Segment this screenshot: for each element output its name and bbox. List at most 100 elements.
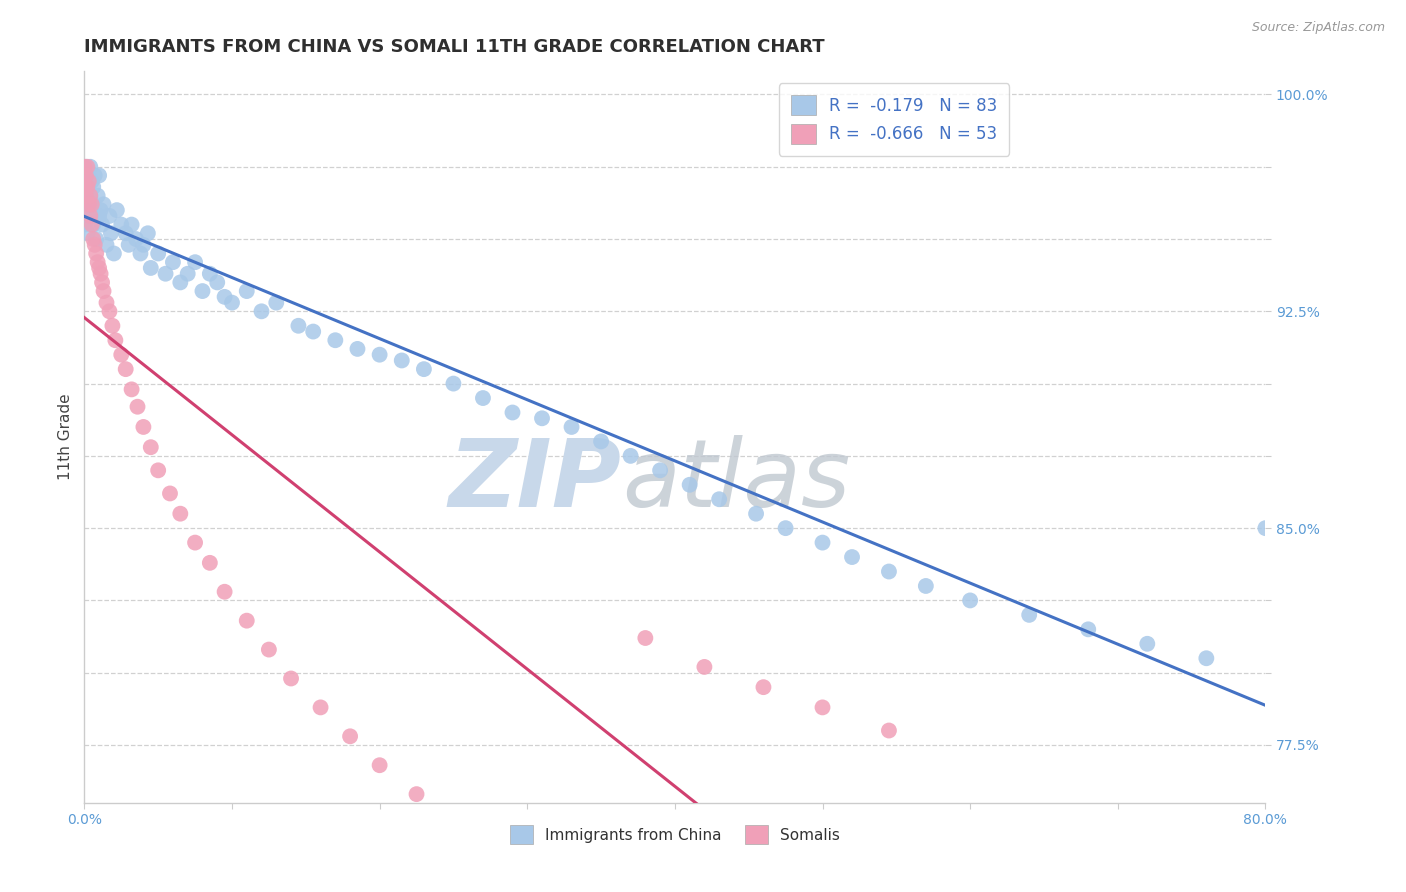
Point [841, 550, 863, 565]
Point [98, 209, 121, 223]
Point [531, 868, 554, 882]
Point [184, 255, 207, 269]
Point [877, 723, 900, 738]
Point [82, 180, 104, 194]
Point [198, 267, 221, 281]
Point [561, 420, 583, 434]
Point [132, 420, 155, 434]
Point [90, 267, 112, 281]
Point [893, 854, 915, 868]
Point [634, 631, 657, 645]
Point [79, 188, 101, 202]
Point [90, 203, 112, 218]
Point [139, 260, 162, 275]
Point [169, 507, 191, 521]
Point [221, 295, 243, 310]
Point [75, 188, 97, 202]
Text: atlas: atlas [621, 435, 851, 526]
Point [83, 237, 105, 252]
Point [110, 348, 132, 362]
Point [650, 463, 672, 477]
Point [87, 169, 111, 183]
Point [413, 362, 436, 376]
Point [1254, 521, 1277, 535]
Point [127, 400, 149, 414]
Point [148, 463, 170, 477]
Point [80, 197, 103, 211]
Point [501, 405, 523, 419]
Point [91, 276, 114, 290]
Point [302, 325, 325, 339]
Point [236, 284, 259, 298]
Point [280, 672, 302, 686]
Point [103, 246, 125, 260]
Point [405, 787, 427, 801]
Point [75, 160, 97, 174]
Point [83, 209, 105, 223]
Point [77, 194, 100, 209]
Point [162, 255, 184, 269]
Point [76, 180, 98, 194]
Point [87, 209, 111, 223]
Point [121, 383, 143, 397]
Text: IMMIGRANTS FROM CHINA VS SOMALI 11TH GRADE CORRELATION CHART: IMMIGRANTS FROM CHINA VS SOMALI 11TH GRA… [84, 38, 825, 56]
Point [959, 593, 981, 607]
Point [84, 246, 107, 260]
Point [184, 535, 207, 549]
Y-axis label: 11th Grade: 11th Grade [58, 393, 73, 481]
Point [443, 376, 465, 391]
Point [325, 333, 347, 347]
Point [104, 333, 127, 347]
Point [1195, 651, 1218, 665]
Point [98, 304, 121, 318]
Point [250, 304, 273, 318]
Point [169, 276, 191, 290]
Point [91, 218, 114, 232]
Point [80, 203, 103, 218]
Point [77, 169, 100, 183]
Point [77, 174, 100, 188]
Point [752, 680, 775, 694]
Point [811, 535, 834, 549]
Point [775, 521, 797, 535]
Point [129, 246, 152, 260]
Point [266, 295, 288, 310]
Point [591, 434, 613, 449]
Point [87, 260, 111, 275]
Point [346, 342, 368, 356]
Point [96, 295, 118, 310]
Point [93, 197, 115, 211]
Point [80, 174, 103, 188]
Point [1018, 607, 1040, 622]
Point [79, 209, 101, 223]
Point [159, 486, 181, 500]
Point [79, 188, 101, 202]
Point [575, 891, 598, 892]
Point [80, 218, 103, 232]
Point [82, 232, 104, 246]
Point [76, 227, 98, 241]
Point [915, 579, 938, 593]
Point [84, 232, 107, 246]
Point [236, 614, 259, 628]
Point [155, 267, 177, 281]
Point [811, 700, 834, 714]
Point [73, 180, 96, 194]
Point [191, 284, 214, 298]
Point [841, 816, 863, 830]
Point [125, 232, 148, 246]
Point [443, 816, 465, 830]
Point [75, 203, 97, 218]
Point [136, 227, 159, 241]
Point [73, 174, 96, 188]
Point [679, 477, 702, 491]
Point [139, 440, 162, 454]
Point [368, 348, 391, 362]
Point [73, 218, 96, 232]
Point [105, 203, 128, 218]
Point [531, 411, 554, 425]
Point [118, 237, 141, 252]
Point [110, 218, 132, 232]
Point [207, 276, 229, 290]
Point [121, 218, 143, 232]
